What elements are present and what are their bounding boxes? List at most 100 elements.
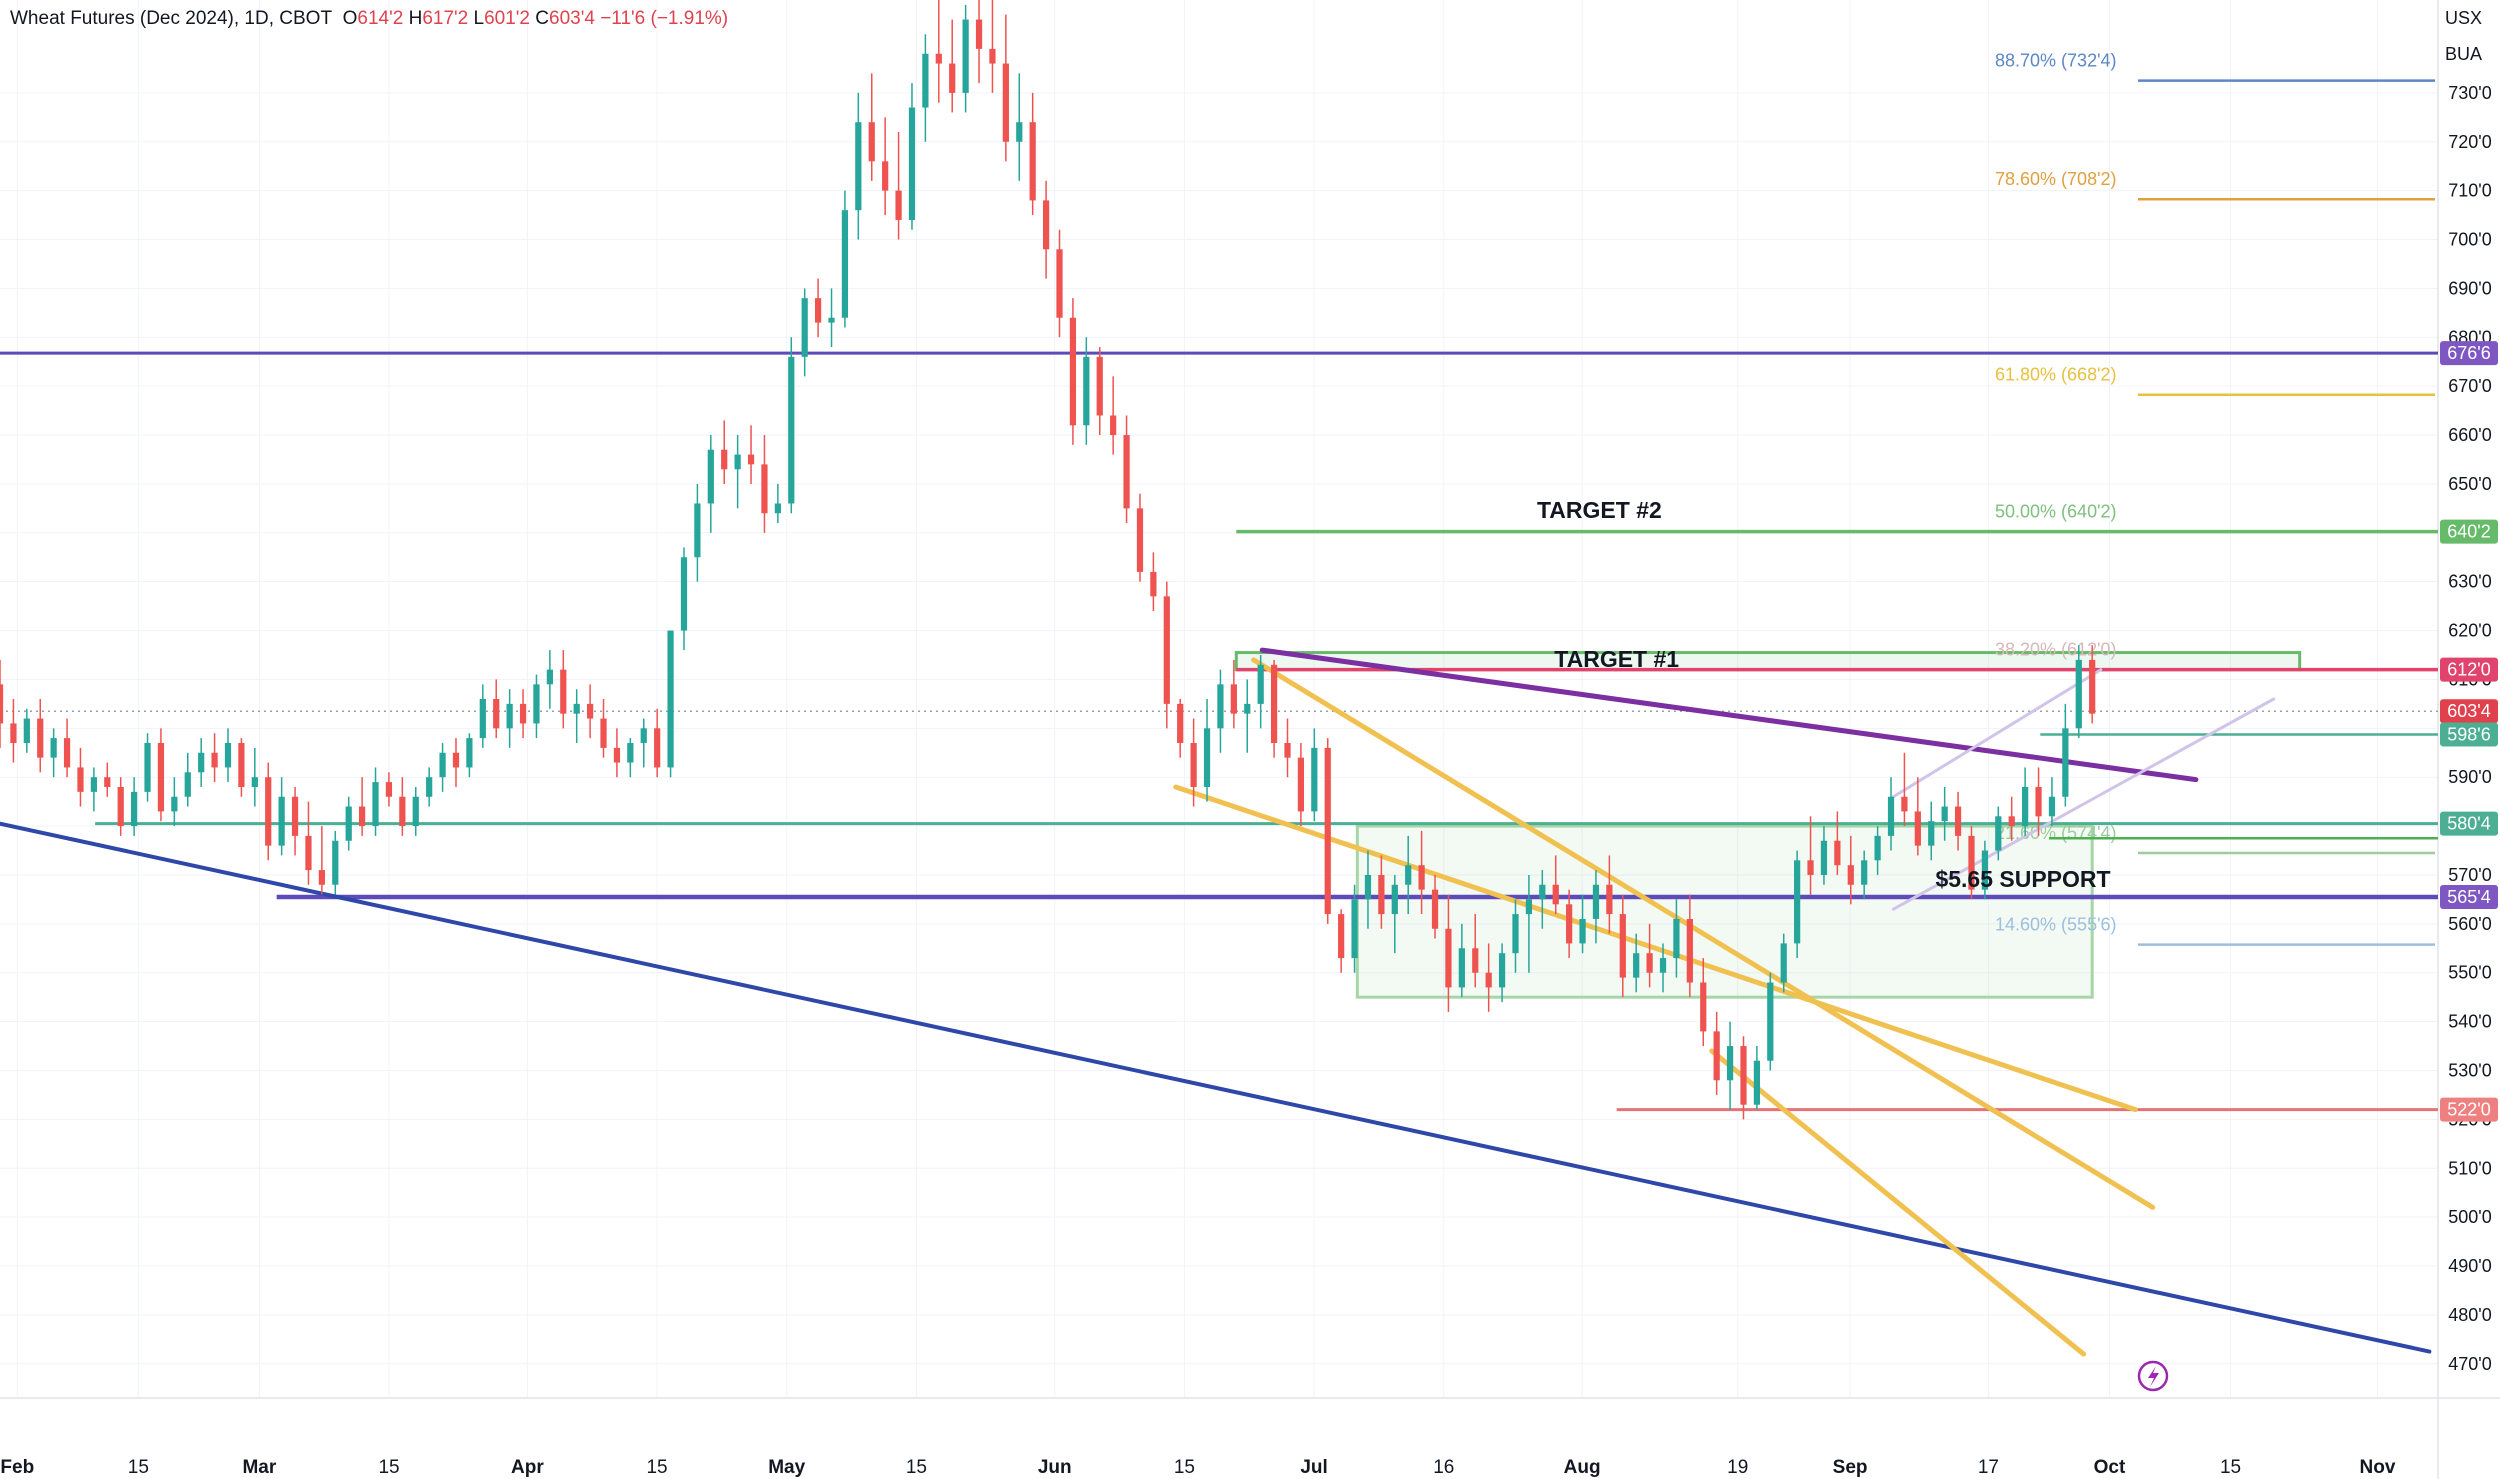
candle	[1391, 874, 1398, 954]
candle-body	[667, 630, 674, 768]
candle-body	[573, 703, 580, 714]
time-tick-label: 15	[1174, 1457, 1195, 1478]
candle-body	[37, 718, 44, 758]
candle-body	[1163, 596, 1170, 704]
candle-body	[1807, 860, 1814, 875]
candle	[50, 728, 57, 778]
candle	[358, 777, 366, 836]
candle-body	[1445, 928, 1452, 988]
candle-body	[1378, 874, 1385, 915]
rising-channel-upper	[1891, 668, 2103, 799]
candle-body	[1110, 415, 1117, 436]
chart-annotation: TARGET #2	[1537, 497, 1662, 523]
candle	[1539, 870, 1546, 929]
candle	[224, 728, 232, 783]
candle	[1203, 699, 1211, 802]
candle	[949, 19, 956, 113]
candle	[1686, 894, 1693, 998]
candle	[77, 747, 84, 807]
currency-label[interactable]: USX	[2444, 8, 2482, 28]
time-tick-label: 15	[906, 1457, 927, 1478]
candle	[640, 718, 647, 768]
time-tick-label: Aug	[1564, 1457, 1601, 1478]
time-axis[interactable]: Feb 15 Mar 15 Apr 15 May 15 Jun 15 Jul 16 Aug 19 Sep 17…	[0, 1457, 2395, 1478]
candle	[1633, 933, 1640, 993]
candle	[1740, 1036, 1747, 1120]
candle	[332, 830, 339, 895]
chart-annotation: TARGET #1	[1554, 646, 1679, 672]
price-tick-label: 560'0	[2448, 914, 2491, 934]
candle-body	[493, 699, 500, 729]
price-badge-label: 565'4	[2447, 887, 2490, 907]
time-tick-label: Apr	[511, 1457, 544, 1478]
candle	[1659, 943, 1667, 993]
candle	[1002, 14, 1009, 162]
candle-body	[1042, 200, 1050, 250]
candle	[1150, 552, 1157, 612]
candle-body	[50, 738, 57, 758]
candle	[828, 288, 835, 348]
price-tick-label: 550'0	[2448, 963, 2491, 983]
candle-body	[613, 747, 621, 763]
candle	[721, 420, 728, 484]
unit-label[interactable]: BUA	[2444, 44, 2482, 64]
candle	[1029, 92, 1036, 216]
candle	[922, 34, 929, 142]
candle	[1726, 1021, 1734, 1110]
fib-level-label: 14.60% (555'6)	[1995, 915, 2117, 935]
candle	[1096, 347, 1103, 436]
candle-body	[788, 356, 795, 504]
candle-body	[814, 298, 822, 323]
candle-body	[466, 738, 473, 768]
candle-body	[1096, 356, 1103, 416]
candle	[37, 699, 44, 773]
candle-body	[1566, 904, 1573, 944]
candle	[908, 83, 916, 230]
candle-body	[882, 161, 889, 191]
candle-body	[1954, 806, 1962, 836]
candle-body	[828, 317, 835, 323]
price-badge-bg	[2440, 884, 2498, 909]
candle	[1566, 889, 1573, 959]
candle-body	[1284, 742, 1291, 758]
candle-body	[1244, 703, 1251, 714]
candle-body	[1364, 874, 1372, 900]
price-badge: 565'4	[2440, 884, 2498, 909]
candle	[426, 767, 433, 807]
candle-body	[117, 786, 124, 827]
candle-body	[1606, 884, 1613, 915]
candle-body	[989, 48, 996, 64]
candle	[1887, 777, 1895, 851]
candle-body	[1619, 914, 1626, 978]
candle-body	[586, 703, 594, 719]
candle-body	[1512, 914, 1519, 954]
price-tick-label: 730'0	[2448, 83, 2491, 103]
candle-body	[332, 840, 339, 885]
candle	[1700, 958, 1707, 1047]
candle	[1606, 855, 1613, 934]
price-badge-label: 598'6	[2447, 724, 2490, 744]
candle	[318, 826, 325, 895]
fib-level-label: 38.20% (612'0)	[1995, 640, 2117, 660]
candle	[0, 659, 4, 748]
candle-body	[774, 503, 781, 514]
price-tick-label: 510'0	[2448, 1158, 2491, 1178]
candle	[533, 674, 540, 739]
price-badge: 580'4	[2440, 811, 2498, 836]
price-tick-label: 470'0	[2448, 1354, 2491, 1374]
candle-body	[1391, 884, 1398, 915]
price-badge-bg	[2440, 519, 2498, 544]
price-tick-label: 590'0	[2448, 767, 2491, 787]
candle-body	[1646, 953, 1653, 973]
replay-icon[interactable]	[2137, 1360, 2169, 1392]
candle	[1525, 874, 1533, 973]
candle	[1244, 679, 1251, 753]
candle-body	[1552, 884, 1559, 905]
candle	[1834, 811, 1841, 875]
price-badge-label: 640'2	[2447, 522, 2490, 542]
candle-body	[1029, 122, 1036, 201]
candle	[184, 752, 191, 807]
candle-body	[1056, 249, 1063, 318]
candle	[1351, 884, 1358, 973]
